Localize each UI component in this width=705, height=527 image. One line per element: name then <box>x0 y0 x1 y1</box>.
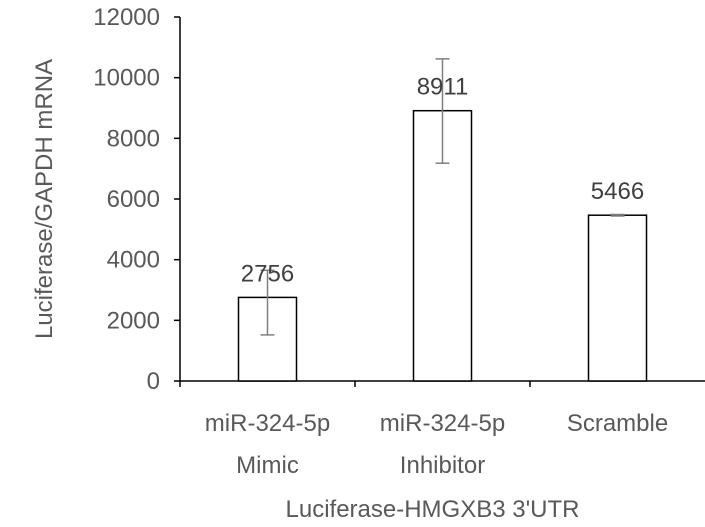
y-tick-label: 8000 <box>107 125 160 152</box>
x-category-label: Scramble <box>567 410 668 437</box>
x-category-label: Mimic <box>236 452 299 479</box>
y-tick-label: 4000 <box>107 247 160 274</box>
y-axis-title: Luciferase/GAPDH mRNA <box>31 59 58 339</box>
x-axis-title: Luciferase-HMGXB3 3'UTR <box>286 496 580 523</box>
data-label: 2756 <box>241 260 294 287</box>
bar <box>587 214 648 382</box>
x-category-label: Inhibitor <box>400 452 485 479</box>
data-label: 5466 <box>591 178 644 205</box>
data-label: 8911 <box>417 74 469 101</box>
y-tick-label: 0 <box>147 368 160 395</box>
x-category-label: miR-324-5p <box>205 410 330 437</box>
y-tick-label: 10000 <box>93 65 160 92</box>
y-tick-label: 2000 <box>107 307 160 334</box>
y-tick-label: 12000 <box>93 4 160 31</box>
y-tick-label: 6000 <box>107 186 160 213</box>
x-category-label: miR-324-5p <box>380 410 505 437</box>
